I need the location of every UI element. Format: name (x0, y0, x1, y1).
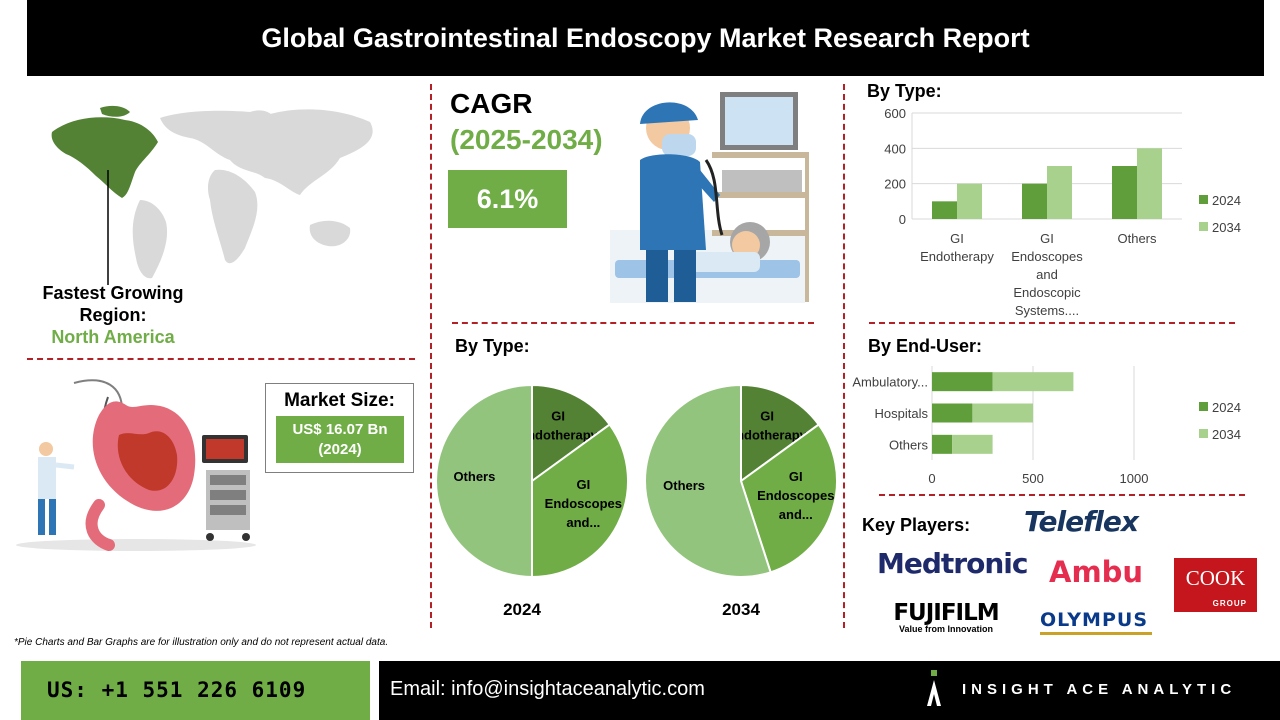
pie-label: and... (779, 507, 813, 522)
fujifilm-logo: FUJIFILM Value from Innovation (887, 600, 1005, 634)
x-tick-label: Endoscopic (1013, 285, 1081, 300)
x-tick-label: and (1036, 267, 1058, 282)
bar-2024 (932, 435, 952, 454)
bar-2034 (972, 404, 1033, 423)
legend-label: 2024 (1212, 400, 1241, 415)
region-label-line1: Fastest Growing (20, 282, 206, 304)
footer-phone[interactable]: US: +1 551 226 6109 (21, 661, 370, 720)
stomach-endoscopy-icon (14, 375, 259, 555)
market-size-year: (2024) (276, 440, 404, 460)
world-map-icon (40, 100, 385, 285)
x-tick-label: GI (1040, 231, 1054, 246)
legend-label: 2034 (1212, 220, 1241, 235)
bar-2024 (932, 372, 993, 391)
x-tick-label: Endotherapy (920, 249, 994, 264)
bar-2024 (932, 201, 957, 219)
y-tick-label: Ambulatory... (852, 375, 928, 390)
y-tick-label: 400 (884, 141, 906, 156)
cagr-label: CAGR (450, 88, 532, 120)
medtronic-logo: Medtronic (877, 547, 1027, 580)
cagr-value: 6.1% (448, 170, 567, 228)
fujifilm-logo-text: FUJIFILM (887, 600, 1005, 626)
divider-right-1 (869, 322, 1235, 324)
pie-label: and... (566, 515, 600, 530)
legend-swatch (1199, 429, 1208, 438)
enduser-bar-chart: 0 500 1000 Ambulatory... Hospitals Others 2024… (845, 362, 1265, 492)
pie-label: GI (576, 477, 590, 492)
y-tick-label: Others (889, 437, 929, 452)
pie-label: Endoscopes (545, 496, 622, 511)
cook-group-text: GROUP (1213, 599, 1247, 608)
fastest-region-label: Fastest Growing Region: North America (20, 282, 206, 348)
bar-2034 (957, 184, 982, 219)
x-tick-label: 0 (928, 471, 935, 486)
pie-label: Others (453, 469, 495, 484)
x-tick-label: 500 (1022, 471, 1044, 486)
y-tick-label: Hospitals (875, 406, 929, 421)
cook-logo: COOK GROUP (1174, 558, 1257, 612)
enduser-bar-title: By End-User: (868, 336, 982, 357)
y-tick-label: 200 (884, 177, 906, 192)
cagr-period: (2025-2034) (450, 124, 603, 156)
legend-swatch (1199, 195, 1208, 204)
pie-section-title: By Type: (455, 336, 530, 357)
pie-year-label: 2034 (722, 600, 760, 619)
legend-swatch (1199, 402, 1208, 411)
bar-2024 (1022, 184, 1047, 219)
divider-center (452, 322, 814, 324)
teleflex-logo: Teleflex (1024, 505, 1138, 538)
market-size-value-box: US$ 16.07 Bn (2024) (276, 416, 404, 463)
doctor-endoscopy-icon (610, 90, 810, 305)
bar-2034 (1047, 166, 1072, 219)
divider-right-2 (879, 494, 1245, 496)
market-size-label: Market Size: (265, 390, 414, 412)
footer-phone-bar: US: +1 551 226 6109 (21, 661, 370, 720)
x-tick-label: Systems.... (1015, 303, 1079, 318)
region-label-line2: Region: (20, 304, 206, 326)
pie-label: GI (551, 409, 565, 424)
bar-2024 (932, 404, 972, 423)
legend-label: 2024 (1212, 193, 1241, 208)
market-size-value: US$ 16.07 Bn (276, 420, 404, 440)
header-bar: Global Gastrointestinal Endoscopy Market… (27, 0, 1264, 76)
footer-brand: INSIGHT ACE ANALYTIC (962, 681, 1236, 698)
x-tick-label: Endoscopes (1011, 249, 1083, 264)
insightace-logo-icon (925, 670, 945, 706)
legend-swatch (1199, 222, 1208, 231)
type-bar-title: By Type: (867, 81, 942, 102)
pie-label: GI (789, 469, 803, 484)
divider-vertical-2 (843, 84, 845, 628)
pie-label: Others (663, 478, 705, 493)
type-bar-chart: 0 200 400 600 GI Endotherapy GI Endoscopes and En… (847, 100, 1267, 322)
bar-2034 (1137, 148, 1162, 219)
pie-label: GI (760, 409, 774, 424)
key-players-title: Key Players: (862, 515, 970, 536)
footer-email[interactable]: Email: info@insightaceanalytic.com (390, 678, 705, 701)
fujifilm-tagline: Value from Innovation (887, 624, 1005, 634)
y-tick-label: 0 (899, 212, 906, 227)
pie-charts: GI Endotherapy GI Endoscopes and... Others 202… (431, 375, 843, 625)
page-title: Global Gastrointestinal Endoscopy Market… (27, 0, 1264, 76)
y-tick-label: 600 (884, 106, 906, 121)
legend-label: 2034 (1212, 427, 1241, 442)
bar-2034 (952, 435, 992, 454)
bar-2024 (1112, 166, 1137, 219)
cagr-value-box: 6.1% (448, 170, 567, 228)
ambu-logo: Ambu (1049, 555, 1143, 589)
disclaimer: *Pie Charts and Bar Graphs are for illus… (14, 637, 388, 648)
divider-left (27, 358, 415, 360)
olympus-logo: OLYMPUS (1040, 609, 1148, 631)
bar-2034 (993, 372, 1074, 391)
x-tick-label: GI (950, 231, 964, 246)
x-tick-label: Others (1117, 231, 1157, 246)
olympus-underline (1040, 632, 1152, 635)
cook-logo-text: COOK (1174, 558, 1257, 591)
pie-year-label: 2024 (503, 600, 541, 619)
pie-label: Endoscopes (757, 488, 834, 503)
x-tick-label: 1000 (1120, 471, 1149, 486)
region-value: North America (20, 326, 206, 348)
